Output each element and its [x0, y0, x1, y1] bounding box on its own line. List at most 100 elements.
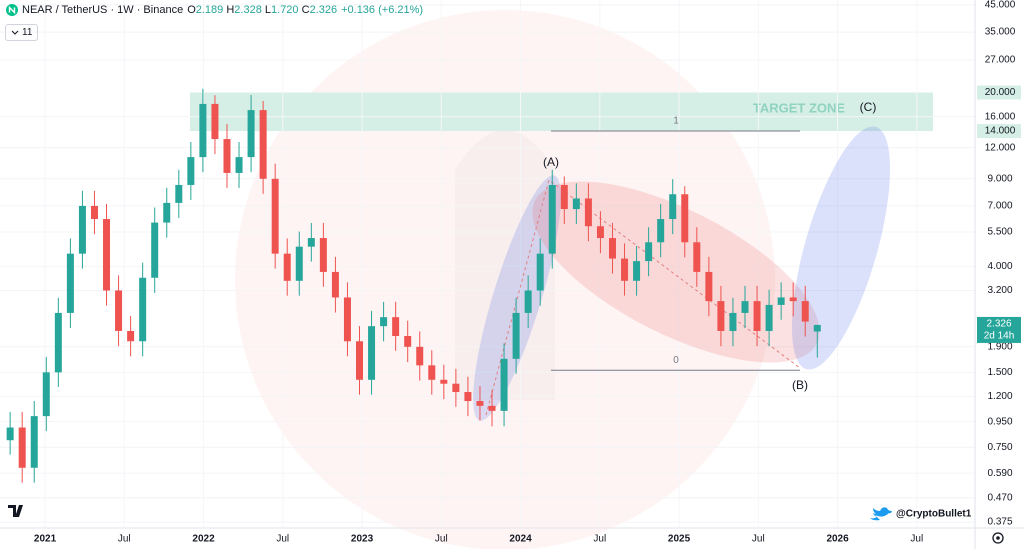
candle-body: [608, 238, 616, 259]
candle-body: [18, 427, 26, 468]
indicators-toggle[interactable]: 11: [5, 24, 39, 41]
candle-body: [741, 301, 749, 313]
candle-body: [283, 253, 291, 281]
candle-body: [392, 317, 400, 336]
candle-body: [500, 358, 508, 411]
candle-body: [368, 326, 376, 380]
candle-body: [765, 304, 773, 331]
candle-body: [271, 178, 279, 254]
overlays: [473, 126, 891, 421]
candle-body: [584, 198, 592, 227]
x-tick-label: Jul: [276, 534, 289, 545]
background-decor: [235, 10, 775, 549]
wave-ellipse: [791, 126, 891, 370]
candle-body: [356, 341, 364, 380]
x-tick-label: Jul: [593, 534, 606, 545]
y-tick-label: 5.500: [987, 227, 1012, 238]
candle-body: [175, 184, 183, 203]
candle-body: [524, 290, 532, 313]
decor-watermark: [455, 130, 555, 400]
candle-body: [343, 297, 351, 342]
candle-body: [669, 194, 677, 220]
y-tick-label: 0.375: [987, 517, 1012, 528]
x-tick-label: Jul: [435, 534, 448, 545]
candle-body: [488, 405, 496, 411]
symbol: NEAR / TetherUS · 1W · Binance: [22, 4, 184, 16]
y-tick-label: 1.500: [987, 367, 1012, 378]
y-tick-label: 27.000: [985, 55, 1016, 66]
x-tick-label: 2022: [192, 534, 215, 545]
y-tick-label: 9.000: [987, 173, 1012, 184]
candle-body: [90, 205, 98, 220]
candle-body: [777, 297, 785, 305]
y-tick-label: 3.200: [987, 285, 1012, 296]
ohlc-value: 2.189: [195, 4, 224, 16]
indicators-count: 11: [22, 27, 33, 38]
ohlc-key: H: [226, 4, 235, 16]
candle-body: [452, 383, 460, 393]
ohlc: O2.189 H2.328 L1.720 C2.326: [187, 4, 337, 16]
price-badge: [977, 85, 1021, 100]
candle-body: [78, 205, 86, 254]
candle-body: [416, 346, 424, 366]
candle-body: [753, 301, 761, 331]
candle-body: [151, 222, 159, 278]
ohlc-value: 2.328: [234, 4, 262, 16]
candle-body: [187, 157, 195, 185]
x-tick-label: Jul: [118, 534, 131, 545]
candle-body: [440, 379, 448, 384]
twitter-icon: [870, 507, 892, 521]
coin-icon: [6, 4, 18, 16]
price-badge-label: 14.000: [985, 126, 1016, 137]
candle-body: [380, 317, 388, 327]
change: +0.136 (+6.21%): [341, 4, 424, 16]
candle-body: [464, 392, 472, 402]
settings-icon[interactable]: [992, 532, 1004, 544]
candle-body: [163, 202, 171, 223]
candle-body: [331, 271, 339, 298]
legend-header: NEAR / TetherUS · 1W · Binance O2.189 H2…: [6, 4, 423, 16]
candle-body: [127, 330, 135, 342]
candle-body: [295, 246, 303, 281]
candle-body: [633, 261, 641, 281]
candle-body: [103, 219, 111, 291]
y-tick-label: 7.000: [987, 201, 1012, 212]
candle-body: [247, 110, 255, 158]
ohlc-value: 2.326: [309, 4, 338, 16]
fib-label: 1: [673, 116, 679, 127]
y-tick-label: 12.000: [985, 142, 1016, 153]
x-tick-label: 2026: [826, 534, 849, 545]
candle-body: [199, 103, 207, 158]
candle-body: [139, 277, 147, 342]
x-tick-label: Jul: [910, 534, 923, 545]
candle-body: [428, 365, 436, 380]
x-tick-label: 2023: [351, 534, 374, 545]
countdown: 2d 14h: [984, 331, 1015, 342]
candle-body: [645, 242, 653, 262]
y-tick-label: 45.000: [985, 0, 1016, 11]
candle-body: [657, 219, 665, 243]
x-tick-label: 2024: [509, 534, 532, 545]
y-tick-label: 0.590: [987, 468, 1012, 479]
x-tick-label: Jul: [752, 534, 765, 545]
candle-body: [115, 290, 123, 331]
target-zone-label: TARGET ZONE: [753, 100, 846, 115]
candle-body: [42, 372, 50, 417]
y-tick-label: 4.000: [987, 261, 1012, 272]
y-tick-label: 16.000: [985, 111, 1016, 122]
watermark: @CryptoBullet1: [896, 509, 972, 520]
candle-body: [548, 184, 556, 254]
candle-body: [6, 427, 14, 441]
settings-icon[interactable]: [996, 536, 1000, 540]
candle-body: [404, 335, 412, 347]
ohlc-key: L: [264, 4, 272, 16]
x-tick-label: 2021: [34, 534, 57, 545]
ohlc-value: 1.720: [271, 4, 299, 16]
candle-body: [693, 242, 701, 272]
candle-body: [235, 157, 243, 173]
fib-label: 0: [673, 355, 679, 366]
ohlc-key: O: [187, 4, 196, 16]
y-tick-label: 35.000: [985, 27, 1016, 38]
